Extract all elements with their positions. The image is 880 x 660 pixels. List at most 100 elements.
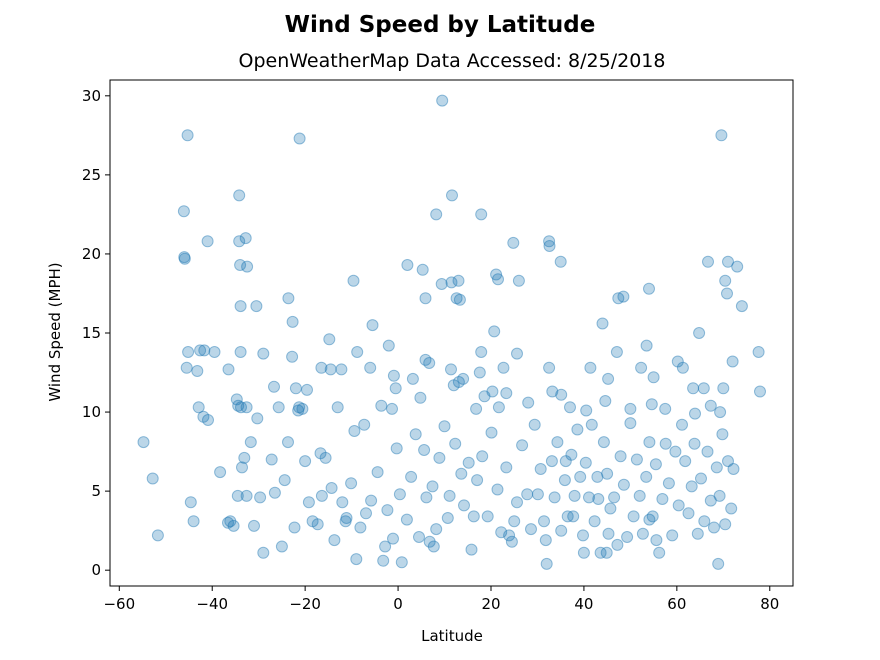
data-point <box>208 346 221 358</box>
data-point <box>335 363 348 376</box>
data-point <box>268 380 280 393</box>
data-point <box>495 526 508 539</box>
data-point <box>726 355 739 368</box>
data-point <box>278 474 291 487</box>
data-point <box>679 455 692 468</box>
data-point <box>286 315 299 328</box>
data-point <box>375 399 388 412</box>
data-point <box>643 436 656 449</box>
data-point <box>293 401 306 414</box>
data-point <box>458 499 470 512</box>
data-point <box>478 390 491 403</box>
data-point <box>413 531 425 543</box>
data-point <box>302 496 315 509</box>
data-point <box>500 387 513 400</box>
data-point <box>390 442 403 455</box>
data-point <box>716 428 729 441</box>
data-point <box>301 383 313 396</box>
data-point <box>387 532 399 545</box>
data-point <box>450 292 463 305</box>
data-point <box>543 240 556 252</box>
chart-title: Wind Speed by Latitude <box>285 12 596 38</box>
data-point <box>137 436 150 449</box>
data-point <box>475 208 488 221</box>
data-point <box>214 466 227 479</box>
data-point <box>251 412 264 425</box>
data-point <box>701 445 714 458</box>
data-point <box>545 455 558 468</box>
data-point <box>311 518 324 531</box>
data-point <box>599 395 612 407</box>
x-axis-label: Latitude <box>421 627 483 645</box>
data-point <box>752 346 765 358</box>
data-point <box>521 488 534 501</box>
data-point <box>571 423 584 436</box>
data-point <box>452 376 465 388</box>
data-point <box>643 282 655 295</box>
y-tick-label: 15 <box>82 324 101 342</box>
data-point <box>653 546 666 559</box>
data-point <box>602 527 615 540</box>
data-point <box>234 346 247 358</box>
data-point <box>455 467 468 480</box>
data-point <box>234 259 247 271</box>
data-point <box>621 531 634 543</box>
data-point <box>617 478 630 491</box>
data-point <box>656 493 669 505</box>
data-point <box>427 540 440 553</box>
data-point <box>676 418 688 431</box>
data-point <box>473 366 486 379</box>
data-point <box>727 463 740 475</box>
ticks-layer: −60 −40 −20 0 20 40 60 80 0 5 10 15 20 25 30 <box>82 87 779 613</box>
data-point <box>719 518 732 531</box>
data-point <box>254 491 267 504</box>
data-point <box>676 361 689 374</box>
data-point <box>187 515 200 528</box>
data-point <box>419 353 432 366</box>
data-point <box>564 401 576 414</box>
data-point <box>492 273 504 286</box>
data-point <box>497 361 510 374</box>
data-point <box>197 410 210 423</box>
data-point <box>594 546 607 559</box>
data-point <box>288 521 301 534</box>
data-point <box>377 554 390 567</box>
data-point <box>559 455 572 468</box>
data-point <box>233 235 246 248</box>
data-point <box>230 393 243 406</box>
data-point <box>465 543 478 556</box>
data-point <box>693 327 706 339</box>
data-point <box>240 401 253 414</box>
data-point <box>511 347 523 360</box>
data-point <box>286 350 299 363</box>
data-point <box>722 255 734 268</box>
data-point <box>604 502 617 515</box>
data-point <box>528 418 541 431</box>
data-point <box>689 407 701 420</box>
data-point <box>414 391 427 404</box>
data-point <box>371 466 384 479</box>
data-point <box>554 255 567 268</box>
data-point <box>580 404 593 417</box>
data-point <box>433 451 446 464</box>
data-point <box>184 496 197 509</box>
data-point <box>704 494 717 507</box>
data-point <box>387 369 400 382</box>
data-point <box>713 489 726 502</box>
data-point <box>446 189 458 202</box>
data-point <box>710 461 723 474</box>
data-point <box>345 477 358 490</box>
data-point <box>722 455 734 468</box>
x-tick-label: 40 <box>574 595 593 613</box>
data-point <box>534 463 547 475</box>
y-tick-label: 20 <box>82 245 101 263</box>
data-point <box>430 208 443 221</box>
data-point <box>512 274 525 287</box>
data-point <box>401 259 414 271</box>
data-point <box>546 385 559 398</box>
data-point <box>238 451 251 464</box>
data-point <box>419 292 432 305</box>
data-point <box>389 382 402 395</box>
data-point <box>577 546 590 559</box>
data-point <box>393 488 406 501</box>
